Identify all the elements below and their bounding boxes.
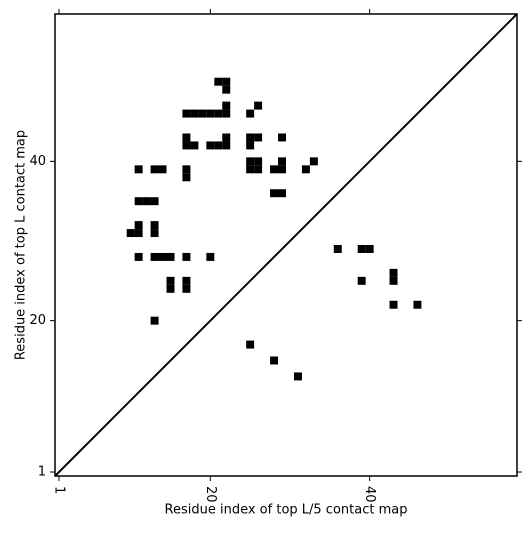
contact-cell <box>333 245 342 253</box>
contact-cell <box>222 85 231 94</box>
contact-cell <box>246 133 255 142</box>
contact-cell <box>134 221 143 230</box>
contact-cell <box>206 109 215 118</box>
contact-cell <box>134 197 143 206</box>
contact-cell <box>134 165 143 174</box>
contact-cell <box>182 109 191 118</box>
x-axis-label: Residue index of top L/5 contact map <box>165 503 408 518</box>
contact-cell <box>158 165 167 174</box>
diagonal <box>54 13 518 477</box>
y-tick-label: 40 <box>29 154 46 169</box>
contact-cell <box>126 229 135 238</box>
contact-cell <box>270 356 279 365</box>
y-tick-label: 20 <box>29 313 46 328</box>
contact-cell <box>182 165 191 174</box>
contact-cell <box>301 165 310 174</box>
contact-cell <box>357 276 366 285</box>
contact-cell <box>166 284 175 293</box>
contact-cell <box>182 284 191 293</box>
contact-cell <box>357 245 366 253</box>
contact-cell <box>246 165 255 174</box>
contact-cell <box>270 189 279 198</box>
contact-cell <box>166 252 175 261</box>
contact-cell <box>134 229 143 238</box>
contact-cell <box>182 141 191 150</box>
contact-cell <box>166 276 175 285</box>
contact-cell <box>222 109 231 118</box>
contact-cell <box>190 109 199 118</box>
contact-cell <box>150 229 159 238</box>
contact-cell <box>246 340 255 349</box>
contact-cell <box>198 109 207 118</box>
contact-cell <box>182 133 191 142</box>
contact-cell <box>278 165 286 174</box>
contact-cell <box>246 157 255 166</box>
contact-cell <box>150 221 159 230</box>
contact-cell <box>150 165 159 174</box>
contact-cell <box>182 276 191 285</box>
contact-cell <box>214 109 223 118</box>
x-tick-label: 20 <box>203 486 218 503</box>
contact-cell <box>254 101 263 110</box>
contact-cell <box>142 197 151 206</box>
contact-cell <box>190 141 199 150</box>
contact-cell <box>254 133 263 142</box>
contact-cell <box>182 252 191 261</box>
contact-cell <box>222 133 231 142</box>
y-tick-label: 1 <box>38 465 46 480</box>
contact-cell <box>278 189 286 198</box>
contact-cell <box>254 165 263 174</box>
y-axis-label: Residue index of top L contact map <box>14 130 29 360</box>
contact-cell <box>150 197 159 206</box>
contact-cell <box>270 165 279 174</box>
contact-cell <box>206 252 215 261</box>
contact-cell <box>222 141 231 150</box>
contact-cell <box>246 141 255 150</box>
contact-cell <box>222 77 231 86</box>
x-tick-label: 40 <box>362 486 377 503</box>
contact-cell <box>150 252 159 261</box>
plot-frame <box>54 13 518 477</box>
contact-cell <box>389 268 398 277</box>
contact-cell <box>150 316 159 325</box>
contact-cell <box>365 245 374 253</box>
contact-cell <box>214 141 223 150</box>
contact-cell <box>158 252 167 261</box>
contact-cell <box>214 77 223 86</box>
contact-cell <box>309 157 318 166</box>
x-tick-label: 1 <box>51 486 66 494</box>
contact-cell <box>278 157 286 166</box>
contact-cell <box>278 133 286 142</box>
contact-cell <box>182 173 191 182</box>
contact-cell <box>222 101 231 110</box>
contact-cell <box>134 252 143 261</box>
contact-cell <box>246 109 255 118</box>
contact-cell <box>413 300 422 309</box>
contact-cell <box>254 157 263 166</box>
contact-cell <box>293 372 302 381</box>
contact-cell <box>206 141 215 150</box>
contact-cell <box>389 300 398 309</box>
contact-cell <box>389 276 398 285</box>
